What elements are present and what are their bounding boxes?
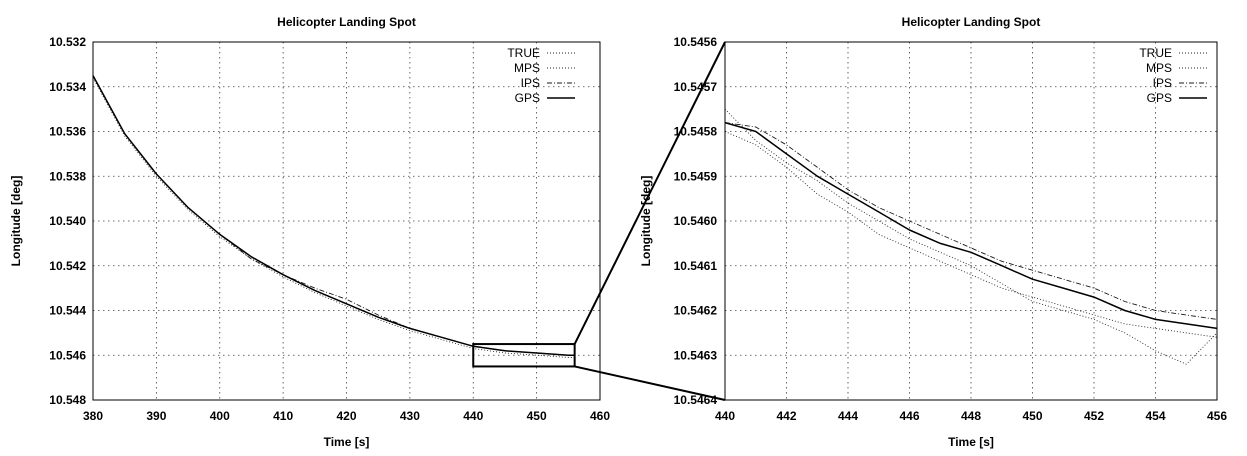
series-line-true — [92, 75, 575, 356]
series-line-gps — [92, 75, 575, 356]
x-tick-label: 390 — [146, 409, 166, 423]
y-tick-label: 10.536 — [49, 125, 86, 139]
x-tick-label: 460 — [590, 409, 610, 423]
series-line-mps — [724, 108, 1218, 365]
series-line-mps — [92, 77, 575, 358]
legend-label: IPS — [521, 76, 540, 90]
x-tick-label: 444 — [838, 409, 858, 423]
y-tick-label: 10.5464 — [674, 393, 718, 407]
x-axis-label: Time [s] — [324, 435, 370, 449]
series-line-gps — [724, 121, 1218, 330]
legend-label: TRUE — [507, 46, 540, 60]
x-tick-label: 410 — [273, 409, 293, 423]
x-tick-label: 380 — [83, 409, 103, 423]
y-tick-label: 10.5457 — [674, 80, 718, 94]
legend-label: MPS — [1146, 61, 1172, 75]
x-tick-label: 454 — [1145, 409, 1165, 423]
chart-title: Helicopter Landing Spot — [902, 15, 1041, 29]
y-tick-label: 10.542 — [49, 259, 86, 273]
y-tick-label: 10.548 — [49, 393, 86, 407]
zoom-connector-bottom — [574, 365, 726, 401]
x-tick-label: 456 — [1207, 409, 1227, 423]
y-tick-label: 10.532 — [49, 35, 86, 49]
plot-frame — [92, 41, 601, 401]
x-tick-label: 400 — [210, 409, 230, 423]
x-tick-label: 450 — [527, 409, 547, 423]
x-tick-label: 450 — [1022, 409, 1042, 423]
y-tick-label: 10.5458 — [674, 125, 718, 139]
y-tick-label: 10.546 — [49, 348, 86, 362]
legend-label: GPS — [515, 91, 540, 105]
zoom-box — [472, 343, 576, 368]
left-chart-panel: 380 390 400 410 420 430 440 450 460 10.532 10.534 1… — [9, 15, 610, 449]
x-tick-label: 446 — [899, 409, 919, 423]
y-tick-label: 10.5459 — [674, 169, 718, 183]
x-tick-label: 448 — [961, 409, 981, 423]
y-axis-label: Longitude [deg] — [639, 176, 653, 267]
series-line-ips — [724, 122, 1218, 320]
y-tick-label: 10.5456 — [674, 35, 718, 49]
zoom-connector-top — [573, 41, 726, 345]
legend-label: IPS — [1153, 76, 1172, 90]
legend-label: TRUE — [1139, 46, 1172, 60]
series-line-ips — [92, 75, 575, 356]
x-tick-label: 442 — [776, 409, 796, 423]
y-tick-label: 10.544 — [49, 304, 86, 318]
legend-label: MPS — [514, 61, 540, 75]
y-tick-label: 10.5462 — [674, 304, 718, 318]
right-chart-panel: 440 442 444 446 448 450 452 454 456 10.5456 10.545… — [639, 15, 1227, 449]
y-tick-label: 10.538 — [49, 169, 86, 183]
y-tick-label: 10.5461 — [674, 259, 718, 273]
x-tick-label: 440 — [715, 409, 735, 423]
y-tick-label: 10.5463 — [674, 348, 718, 362]
x-tick-label: 440 — [463, 409, 483, 423]
x-axis-label: Time [s] — [948, 435, 994, 449]
x-tick-label: 430 — [400, 409, 420, 423]
y-axis-label: Longitude [deg] — [9, 176, 23, 267]
y-tick-label: 10.534 — [49, 80, 86, 94]
x-tick-label: 452 — [1084, 409, 1104, 423]
chart-title: Helicopter Landing Spot — [277, 15, 416, 29]
legend-label: GPS — [1147, 91, 1172, 105]
zoom-overlay — [472, 41, 726, 401]
y-tick-label: 10.5460 — [674, 214, 718, 228]
plot-frame — [724, 41, 1218, 401]
x-tick-label: 420 — [336, 409, 356, 423]
y-tick-label: 10.540 — [49, 214, 86, 228]
